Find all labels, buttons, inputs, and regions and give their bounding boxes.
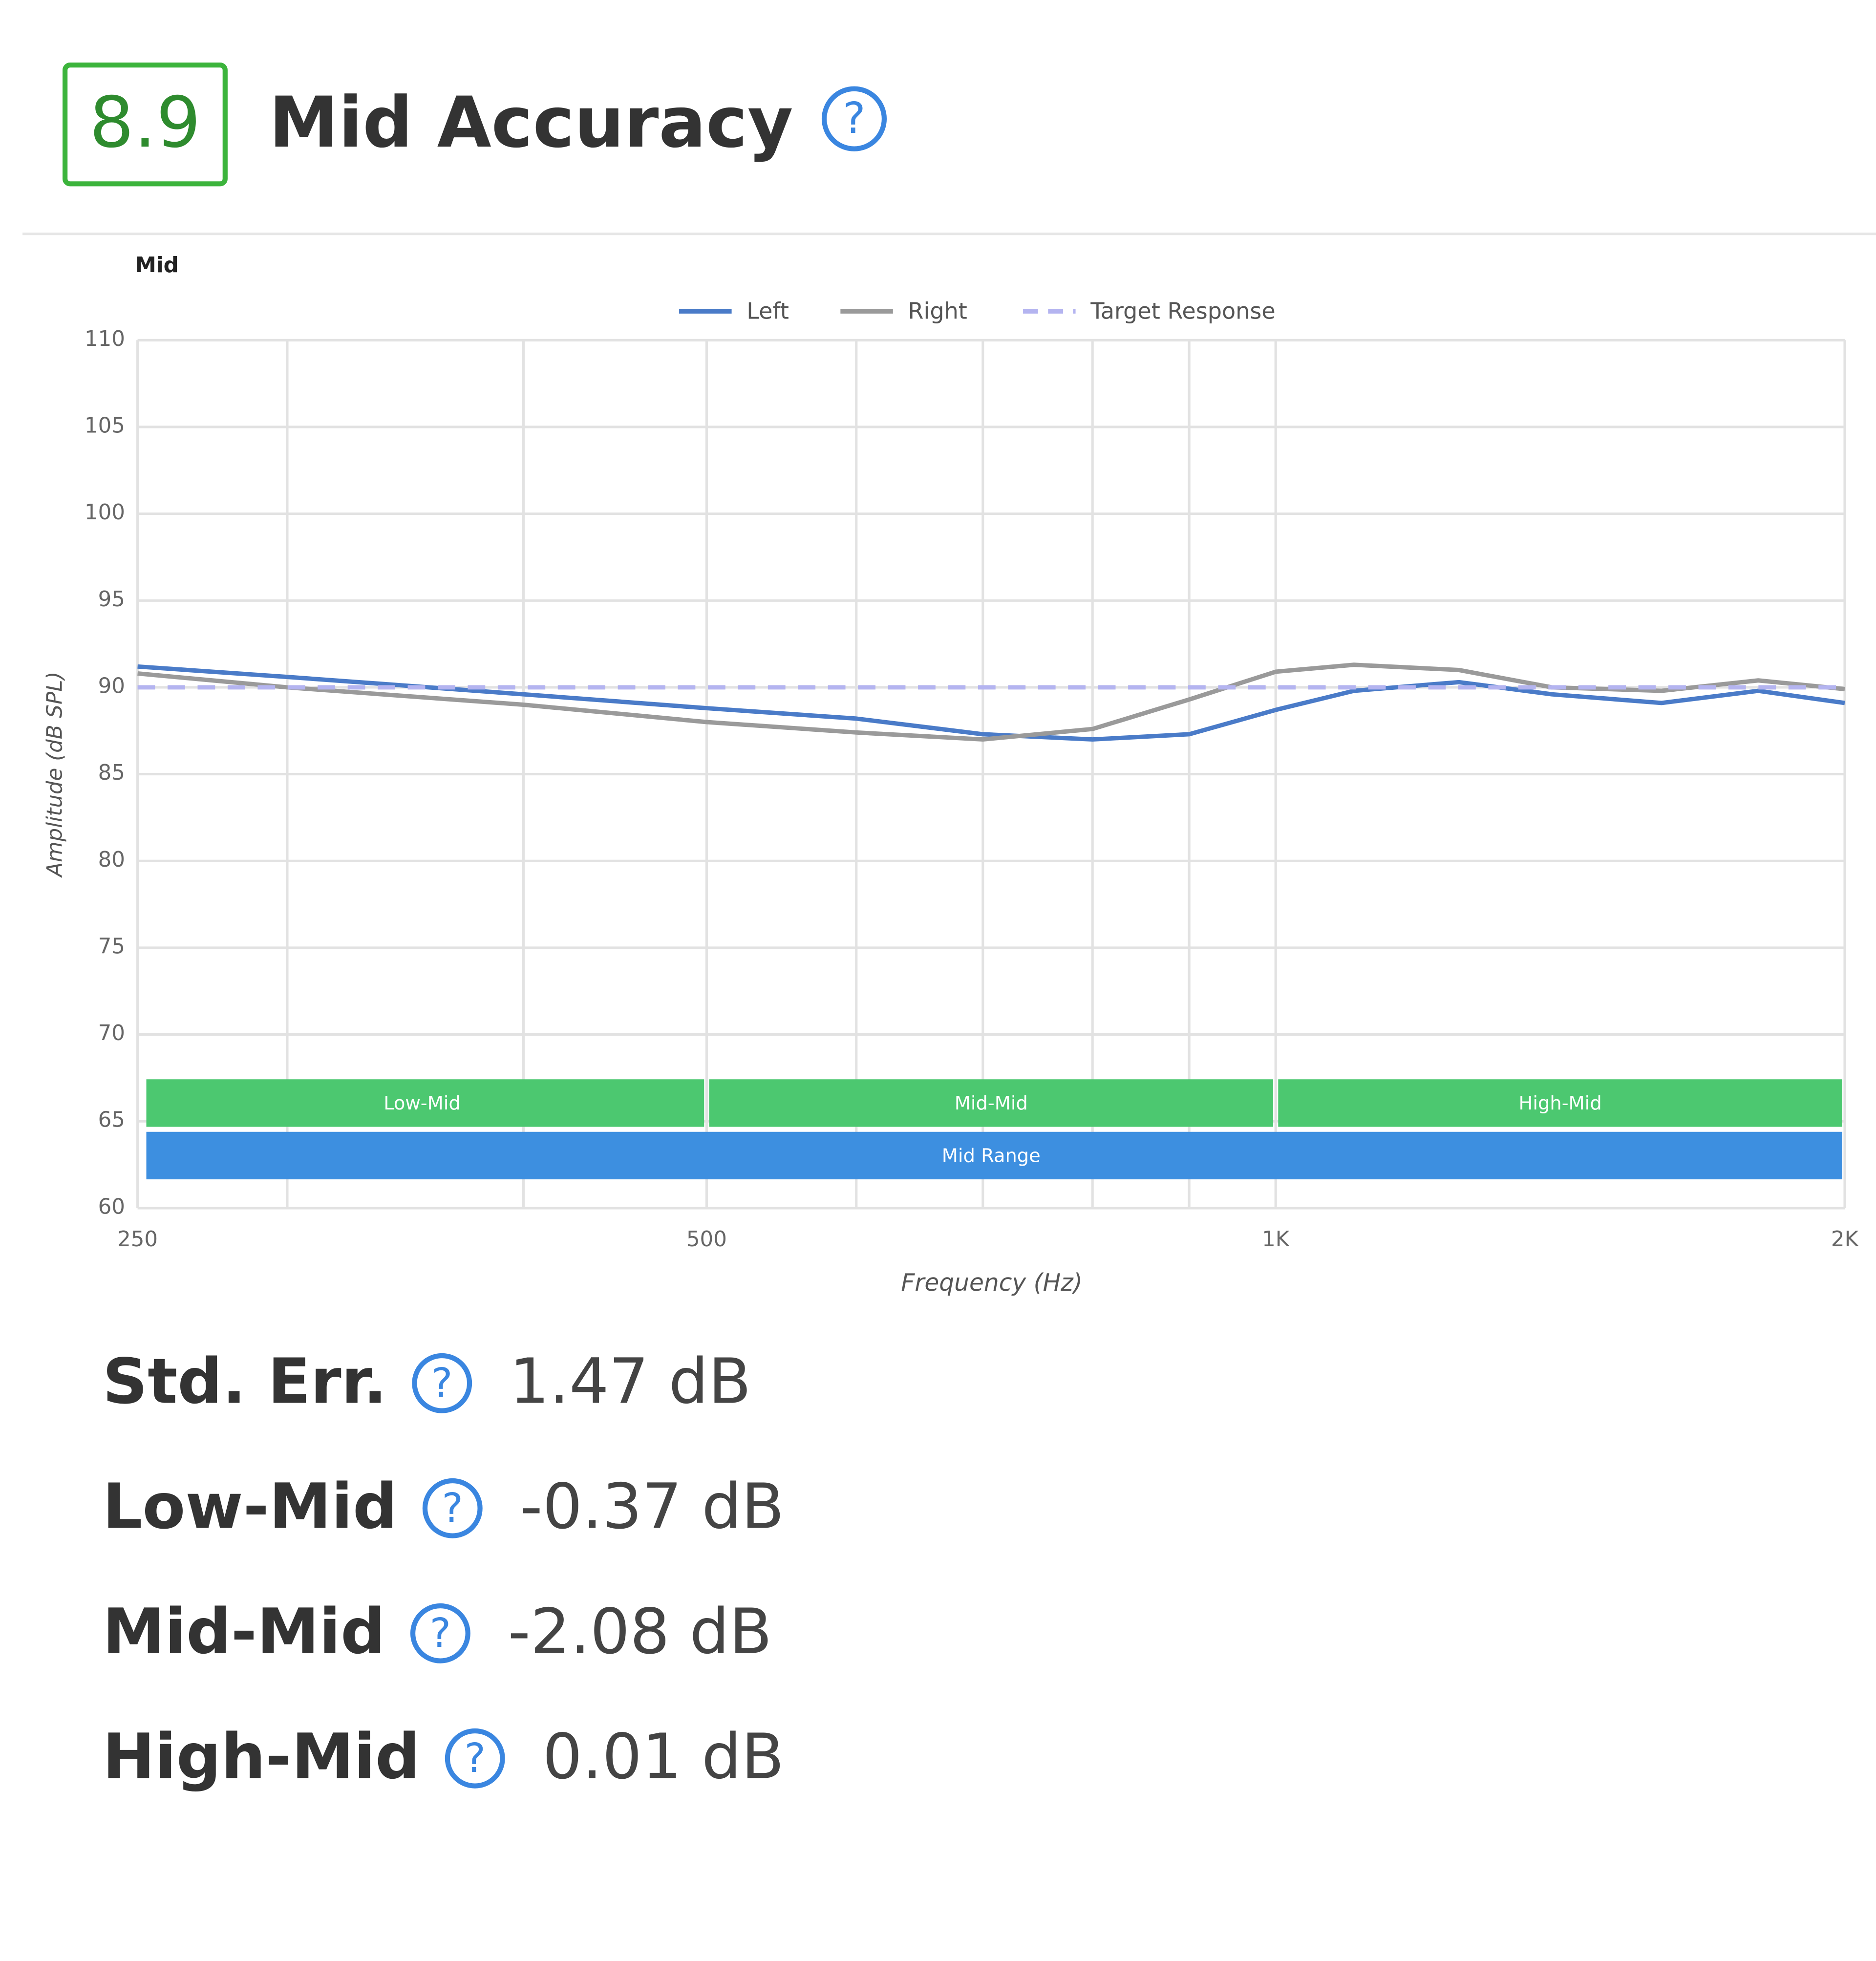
help-glyph[interactable]: ? <box>843 93 865 143</box>
help-circle[interactable] <box>821 86 887 151</box>
metric-label: Std. Err. <box>103 1345 387 1418</box>
metric-value: 1.47 dB <box>510 1345 751 1418</box>
help-icon[interactable]: ? <box>410 1603 470 1663</box>
help-icon[interactable]: ? <box>821 86 887 151</box>
score: 8.9 <box>89 82 201 163</box>
y-tick-label: 100 <box>85 500 125 525</box>
y-axis-label: Amplitude (dB SPL) <box>43 672 67 878</box>
metrics: Std. Err.? 1.47 dB Low-Mid? -0.37 dB Mid-Mid… <box>103 1345 784 1793</box>
x-tick-label: 500 <box>686 1227 727 1252</box>
band-label: High-Mid <box>1519 1092 1602 1114</box>
band-label: Low-Mid <box>384 1092 461 1114</box>
help-glyph[interactable]: ? <box>431 1360 452 1407</box>
band <box>146 1131 1842 1180</box>
band-label: Mid Range <box>942 1145 1041 1167</box>
help-circle[interactable] <box>445 1728 505 1789</box>
y-tick-label: 85 <box>98 761 125 785</box>
y-tick-label: 75 <box>98 934 125 959</box>
help-icon[interactable]: ? <box>445 1728 505 1789</box>
help-glyph[interactable]: ? <box>464 1735 485 1782</box>
metric-label: Low-Mid <box>103 1471 398 1543</box>
help-icon[interactable]: ? <box>412 1353 472 1413</box>
series-line <box>137 664 1845 742</box>
x-tick-label: 1K <box>1262 1227 1290 1252</box>
help-glyph[interactable]: ? <box>442 1485 463 1532</box>
y-tick-label: 70 <box>98 1021 125 1045</box>
help-circle[interactable] <box>410 1603 470 1663</box>
help-icon[interactable]: ? <box>422 1478 483 1538</box>
section-title: Mid Accuracy <box>269 82 793 163</box>
band <box>146 1079 704 1127</box>
metric-value: 0.01 dB <box>542 1721 784 1793</box>
y-tick-label: 65 <box>98 1108 125 1132</box>
metric-label: High-Mid <box>103 1721 420 1793</box>
y-tick-label: 105 <box>85 413 125 438</box>
plot: 60 65 70 75 80 85 90 95 100 105 110 250 500 1K 2K Low-M… <box>85 298 1859 1251</box>
y-tick-label: 110 <box>85 327 125 351</box>
x-axis-label: Frequency (Hz) <box>901 1269 1082 1297</box>
help-circle[interactable] <box>412 1353 472 1413</box>
y-tick-label: 60 <box>98 1194 125 1219</box>
chart-title: Mid <box>135 253 178 277</box>
x-tick-label: 250 <box>117 1227 158 1252</box>
series-line <box>137 662 1845 742</box>
help-glyph[interactable]: ? <box>430 1610 451 1657</box>
legend-label[interactable]: Target Response <box>1090 298 1275 324</box>
x-tick-label: 2K <box>1831 1227 1859 1252</box>
metric-value: -2.08 dB <box>508 1596 772 1668</box>
legend-label[interactable]: Left <box>746 298 789 324</box>
band-label: Mid-Mid <box>955 1092 1028 1114</box>
help-circle[interactable] <box>422 1478 483 1538</box>
score-box <box>62 62 228 187</box>
y-tick-label: 95 <box>98 587 125 612</box>
y-tick-label: 80 <box>98 848 125 872</box>
metric-label: Mid-Mid <box>103 1596 385 1668</box>
y-tick-label: 90 <box>98 674 125 698</box>
band <box>709 1079 1274 1127</box>
metric-value: -0.37 dB <box>520 1471 784 1543</box>
legend-label[interactable]: Right <box>908 298 967 324</box>
band <box>1278 1079 1842 1127</box>
